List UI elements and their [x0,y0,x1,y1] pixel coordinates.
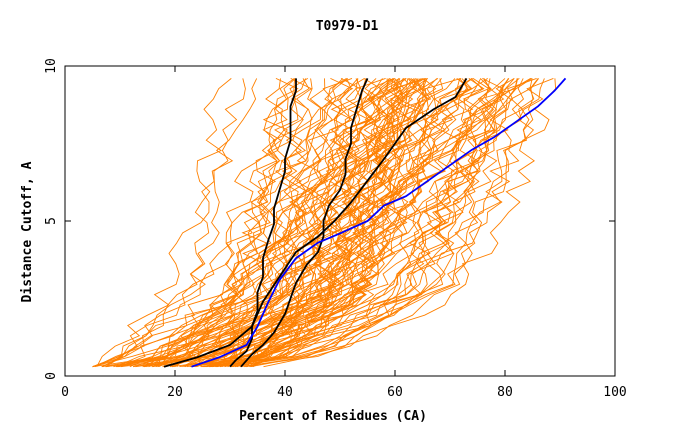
model-curve [157,78,359,367]
plot-area [92,77,567,368]
model-curve [101,78,352,368]
y-axis-label: Distance Cutoff, A [20,161,35,302]
model-curve [246,78,418,368]
model-curve [105,78,344,368]
x-tick-label: 20 [167,385,183,400]
x-tick-label: 0 [61,385,69,400]
model-curve [143,78,515,368]
series-line-2 [240,78,369,368]
model-curve [230,78,474,368]
x-axis-label: Percent of Residues (CA) [239,409,427,424]
model-curve [212,78,509,368]
y-tick-label: 0 [44,372,59,380]
model-curve [92,78,428,368]
y-tick-label: 10 [44,58,59,74]
model-curve [192,78,518,368]
x-tick-label: 80 [497,385,513,400]
x-tick-label: 40 [277,385,293,400]
model-curve [142,78,461,368]
x-tick-label: 100 [603,385,626,400]
model-curve [246,78,540,368]
model-curve [135,78,515,368]
model-curve [146,77,386,368]
model-curve [92,77,353,368]
series-line-3 [163,77,468,368]
axes: 0 20 40 60 80 100 0 5 10 [44,58,627,400]
y-tick-label: 5 [44,217,59,225]
model-curve [193,78,519,368]
model-curve [129,78,391,368]
model-curve [203,78,413,368]
x-tick-label: 60 [387,385,403,400]
model-curve [144,77,354,367]
model-curve [157,78,299,368]
model-curve [216,78,426,368]
model-curve [219,78,520,368]
model-curve [102,78,246,368]
model-curve [206,77,554,368]
series-line-4 [191,77,567,368]
model-curve [230,78,506,368]
model-curve [169,77,299,368]
chart-title: T0979-D1 [316,19,379,34]
model-curve [94,78,232,368]
model-curve [227,78,382,368]
model-curve [148,78,510,368]
model-curve [179,78,491,368]
other-model-curves [92,77,557,368]
model-curve [96,78,258,367]
model-curve [244,78,408,368]
model-curve [196,78,533,368]
model-curve [235,77,537,368]
model-curve [165,78,437,368]
model-curve [170,78,399,368]
model-curve [263,78,557,368]
